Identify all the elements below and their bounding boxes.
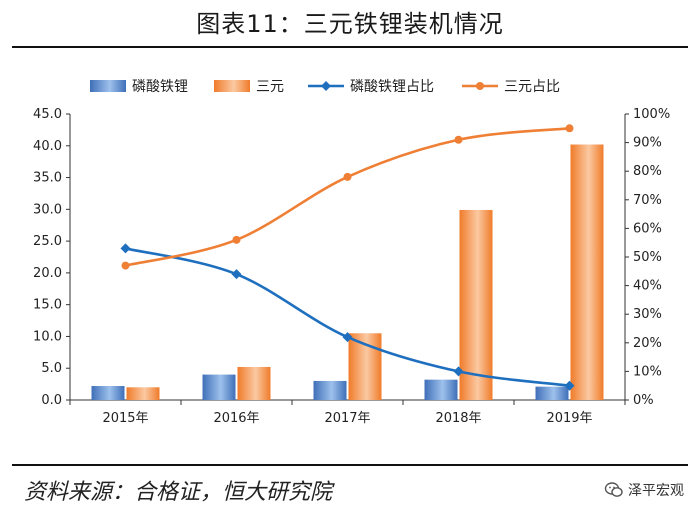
y-right-tick-label: 90% <box>633 136 662 151</box>
y-left-tick-label: 30.0 <box>33 202 62 217</box>
legend-swatch-lfp <box>90 80 126 92</box>
point-lfp-share <box>231 269 242 280</box>
point-ncm-share <box>232 235 241 244</box>
y-right-tick-label: 100% <box>633 107 670 122</box>
x-tick-label: 2017年 <box>324 411 370 426</box>
x-tick-label: 2016年 <box>213 411 259 426</box>
point-ncm-share <box>454 135 463 144</box>
legend-label: 三元占比 <box>504 79 560 95</box>
y-right-tick-label: 50% <box>633 250 662 265</box>
y-left-tick-label: 25.0 <box>33 234 62 249</box>
point-lfp-share <box>453 366 464 377</box>
x-tick-label: 2019年 <box>546 411 592 426</box>
y-right-tick-label: 30% <box>633 307 662 322</box>
y-left-tick-label: 45.0 <box>33 107 62 122</box>
y-left-tick-label: 40.0 <box>33 139 62 154</box>
bars <box>91 144 604 400</box>
line-lfp-share <box>125 247 570 387</box>
bar-lfp <box>424 379 458 400</box>
point-ncm-share <box>343 172 352 181</box>
x-tick-label: 2018年 <box>435 411 481 426</box>
chart-title: 图表11：三元铁锂装机情况 <box>196 10 504 38</box>
line-ncm-share <box>125 127 570 267</box>
point-ncm-share <box>121 261 130 270</box>
legend-label: 磷酸铁锂 <box>132 79 188 95</box>
bar-ncm <box>126 387 160 400</box>
y-left-tick-label: 20.0 <box>33 266 62 281</box>
lines <box>120 124 575 391</box>
bar-lfp <box>91 386 125 400</box>
y-right-tick-label: 40% <box>633 279 662 294</box>
y-left-tick-label: 5.0 <box>41 361 62 376</box>
y-left-tick-label: 35.0 <box>33 171 62 186</box>
point-lfp-share <box>120 243 131 254</box>
y-left-tick-label: 10.0 <box>33 329 62 344</box>
point-ncm-share <box>565 124 574 133</box>
source-note: 资料来源：合格证，恒大研究院 <box>24 480 333 505</box>
y-right-tick-label: 60% <box>633 221 662 236</box>
y-right-tick-label: 80% <box>633 164 662 179</box>
bottom-divider <box>12 464 688 466</box>
point-lfp-share <box>564 380 575 391</box>
watermark: 泽平宏观 <box>604 480 684 500</box>
bar-ncm <box>570 144 604 400</box>
y-right-tick-label: 20% <box>633 336 662 351</box>
bar-lfp <box>535 386 569 400</box>
bar-ncm <box>237 366 271 400</box>
chart-area: 磷酸铁锂 三元 磷酸铁锂占比 三元占比 0.0 5.0 10.0 15.0 20.0 25.0 3… <box>33 79 670 426</box>
legend: 磷酸铁锂 三元 磷酸铁锂占比 三元占比 <box>90 79 560 95</box>
top-divider <box>12 46 688 48</box>
legend-marker-lfp <box>321 81 331 91</box>
point-lfp-share <box>342 332 353 343</box>
legend-label: 三元 <box>256 79 284 95</box>
wechat-icon <box>604 482 623 497</box>
bar-lfp <box>313 380 347 400</box>
bar-lfp <box>202 374 236 400</box>
y-left-tick-label: 15.0 <box>33 298 62 313</box>
legend-swatch-ncm <box>214 80 250 92</box>
legend-marker-ncm <box>476 82 484 90</box>
legend-label: 磷酸铁锂占比 <box>350 79 434 95</box>
y-right-tick-label: 10% <box>633 364 662 379</box>
axes: 0.0 5.0 10.0 15.0 20.0 25.0 30.0 35.0 40.0 45.0 0%… <box>33 107 670 426</box>
x-tick-label: 2015年 <box>102 411 148 426</box>
bar-ncm <box>459 209 493 400</box>
y-left-tick-label: 0.0 <box>41 393 62 408</box>
y-right-tick-label: 70% <box>633 193 662 208</box>
watermark-text: 泽平宏观 <box>628 483 684 499</box>
y-right-tick-label: 0% <box>633 393 654 408</box>
